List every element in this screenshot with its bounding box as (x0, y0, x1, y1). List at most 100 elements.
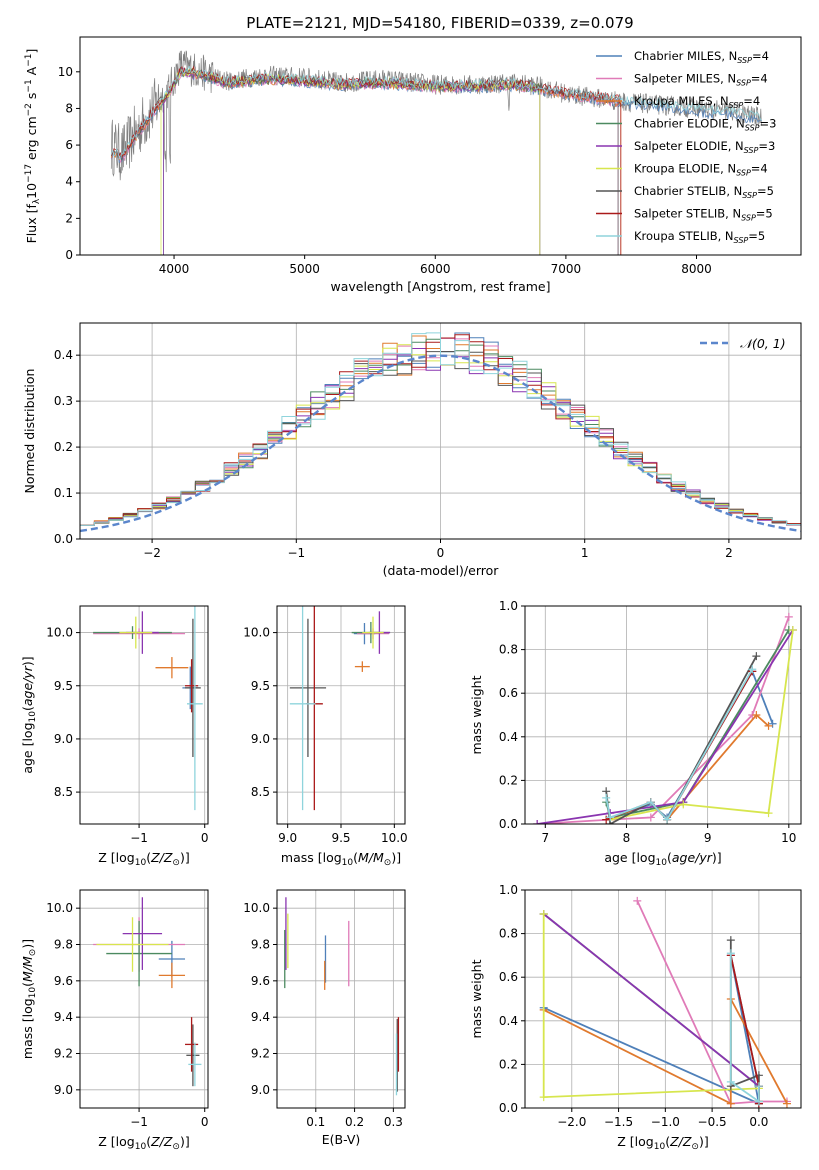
weight-marker (754, 1097, 763, 1106)
weight-line (729, 953, 760, 1104)
weight-marker (646, 813, 655, 822)
errorbar-point-7 (185, 618, 201, 758)
weight-marker (633, 896, 642, 905)
weight-marker (663, 815, 672, 824)
weight-marker (602, 815, 611, 824)
weight-marker (768, 719, 777, 728)
y-axis-label: Flux [fλ10−17 erg cm−2 s−1 A−1] (24, 49, 42, 244)
y-axis-label: Normed distribution (22, 369, 37, 494)
y-axis-label: age [log10(age/yr)] (20, 656, 38, 773)
y-tick-label: 9.0 (54, 1083, 73, 1097)
y-tick-label: 9.4 (54, 1010, 73, 1024)
plot-area (80, 606, 208, 824)
chart-spectrum: 4000 5000 6000 7000 8000 0 2 4 6 8 10 wavelength [A… (24, 36, 802, 294)
y-tick-label: 8 (65, 101, 73, 115)
errorbar-point-9 (186, 606, 203, 811)
x-tick-label: 0 (201, 1115, 209, 1129)
legend-entry: Chabrier MILES, NSSP=4 (634, 49, 769, 65)
y-tick-label: 9.6 (251, 974, 270, 988)
x-tick-label: 8 (623, 831, 631, 845)
x-tick-label: −2 (143, 546, 161, 560)
chart-age_vs_mass: 9.0 9.5 10.0 8.5 9.0 9.5 10.0 mass [log10(M/M⊙)… (243, 605, 408, 868)
y-tick-label: 0.2 (499, 773, 518, 787)
x-tick-label: 0.3 (384, 1115, 403, 1129)
x-axis-label: mass [log10(M/M⊙)] (281, 850, 401, 868)
x-tick-label: 7000 (551, 262, 582, 276)
y-tick-label: 0.4 (499, 1014, 518, 1028)
x-tick-label: −1.5 (604, 1115, 633, 1129)
legend-entry: Kroupa STELIB, NSSP=5 (634, 229, 765, 245)
y-tick-label: 2 (65, 211, 73, 225)
y-tick-label: 9.5 (54, 679, 73, 693)
errorbar-point-6 (119, 616, 153, 649)
y-tick-label: 0.6 (499, 686, 518, 700)
weight-marker (646, 798, 655, 807)
errorbar-point-3 (354, 661, 370, 672)
plot-marks (93, 606, 203, 811)
legend-entry: Chabrier STELIB, NSSP=5 (634, 184, 774, 200)
errorbar-point-8 (185, 1017, 199, 1072)
weight-line (537, 629, 794, 824)
model-spectrum-9 (110, 66, 762, 160)
y-tick-label: 1.0 (499, 599, 518, 613)
weight-marker (679, 800, 688, 809)
y-tick-label: 0.4 (499, 730, 518, 744)
plot-area (80, 890, 208, 1108)
x-tick-label: 10 (781, 831, 796, 845)
axes-frame (79, 889, 209, 1109)
y-tick-label: 9.8 (251, 938, 270, 952)
x-tick-label: −0.5 (698, 1115, 727, 1129)
x-tick-label: −1 (130, 831, 148, 845)
y-tick-label: 9.8 (54, 938, 73, 952)
axes-frame (276, 889, 406, 1109)
grid (277, 890, 405, 1108)
y-tick-label: 9.6 (54, 974, 73, 988)
x-tick-label: 0 (201, 831, 209, 845)
y-tick-label: 10.0 (243, 626, 270, 640)
y-tick-label: 9.5 (251, 679, 270, 693)
y-tick-label: 0.0 (54, 532, 73, 546)
weight-marker (533, 820, 542, 824)
errorbar-point-6 (96, 917, 169, 972)
x-axis-label: age [log10(age/yr)] (604, 850, 721, 868)
x-tick-label: −1 (130, 1115, 148, 1129)
x-tick-label: 2 (725, 546, 733, 560)
chart-weight_vs_age: 7 8 9 10 0.0 0.2 0.4 0.6 0.8 1.0 age [log10(age/yr… (469, 599, 802, 868)
weight-marker (726, 949, 735, 958)
plot-marks (289, 606, 391, 811)
legend-entry: Salpeter ELODIE, NSSP=3 (634, 139, 775, 155)
y-tick-label: 0.8 (499, 927, 518, 941)
weight-marker (726, 1099, 735, 1108)
x-tick-label: 9.0 (278, 831, 297, 845)
weight-marker (752, 711, 761, 719)
y-tick-label: 10.0 (46, 901, 73, 915)
errorbar-point-7 (289, 618, 327, 758)
y-axis-label: mass weight (469, 959, 484, 1038)
weight-line (610, 629, 794, 821)
x-tick-label: 5000 (289, 262, 320, 276)
errorbar-point-4 (106, 920, 172, 987)
legend-entry: 𝒩(0, 1) (740, 336, 786, 351)
x-tick-label: 10.0 (381, 831, 408, 845)
observed-spectrum-line (110, 50, 763, 181)
plot-marks (80, 332, 801, 533)
y-tick-label: 8.5 (54, 785, 73, 799)
y-tick-label: 4 (65, 175, 73, 189)
weight-series-9 (726, 949, 763, 1106)
plot-marks (93, 897, 202, 1087)
y-tick-label: 8.5 (251, 785, 270, 799)
x-tick-label: 0.0 (749, 1115, 768, 1129)
errorbar-point-5 (122, 897, 163, 970)
x-tick-label: 0.1 (306, 1115, 325, 1129)
axes-frame (79, 36, 802, 256)
x-tick-label: −1.0 (651, 1115, 680, 1129)
legend-entry: Chabrier ELODIE, NSSP=3 (634, 117, 776, 133)
y-tick-label: 0.1 (54, 486, 73, 500)
y-tick-label: 0.0 (499, 817, 518, 831)
legend-entry: Kroupa MILES, NSSP=4 (634, 94, 760, 110)
errorbar-point-9 (289, 606, 316, 811)
y-tick-label: 10 (58, 65, 73, 79)
x-tick-label: 1 (581, 546, 589, 560)
weight-marker (754, 1082, 763, 1091)
axes-frame (79, 605, 209, 825)
